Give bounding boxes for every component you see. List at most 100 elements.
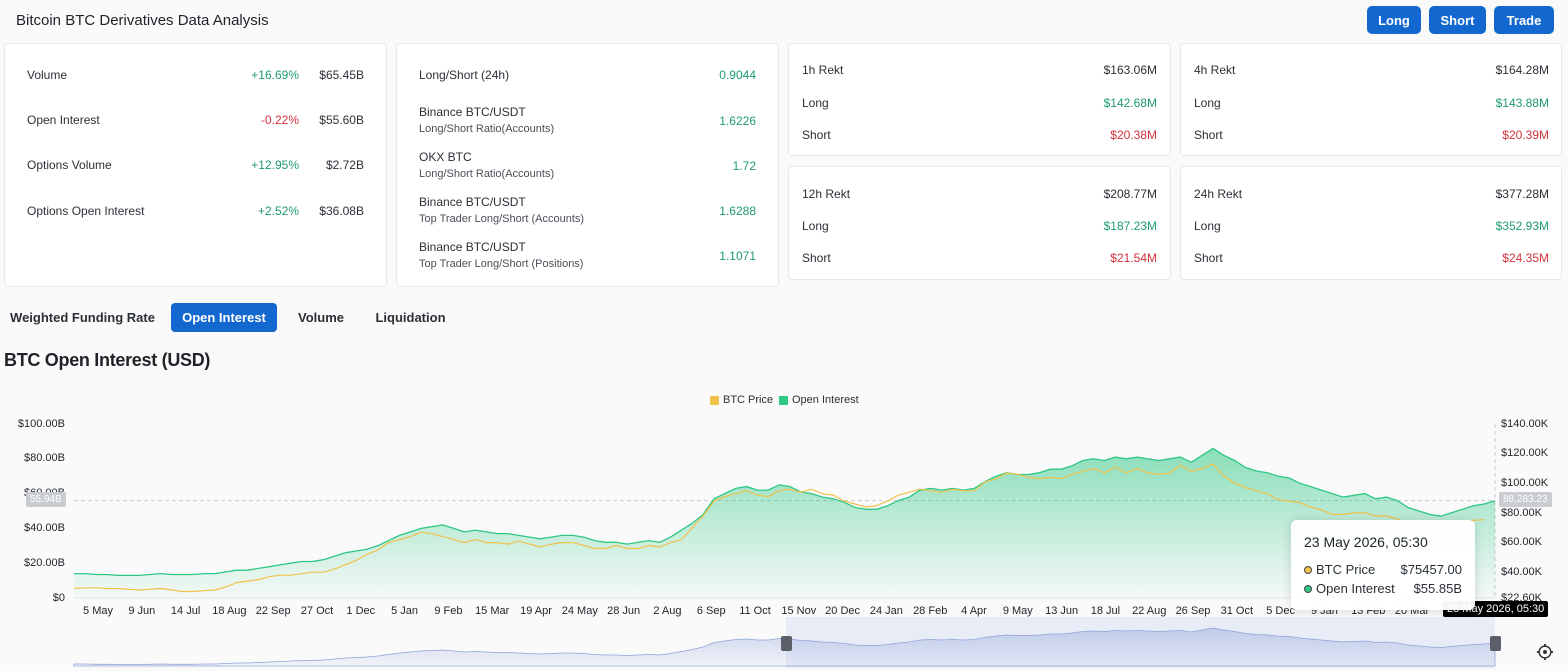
overview-change: +2.52%: [257, 204, 299, 218]
x-tick-label: 31 Oct: [1221, 605, 1253, 617]
rekt-short-value: $20.39M: [1502, 128, 1549, 142]
x-tick-label: 1 Dec: [346, 605, 375, 617]
x-tick-label: 19 Apr: [520, 605, 552, 617]
navigator-handle-left[interactable]: [781, 636, 792, 651]
x-tick-label: 5 Dec: [1266, 605, 1295, 617]
ratio-value: 1.6288: [719, 204, 756, 218]
short-button[interactable]: Short: [1429, 6, 1486, 34]
ratio-sublabel: Top Trader Long/Short (Positions): [419, 258, 584, 270]
x-tick-label: 18 Jul: [1091, 605, 1120, 617]
tooltip-price-row: BTC Price $75457.00: [1304, 562, 1462, 577]
x-tick-label: 9 Feb: [434, 605, 462, 617]
tooltip-price-label: BTC Price: [1316, 562, 1376, 577]
x-tick-label: 5 May: [83, 605, 113, 617]
cursor-left-flag: 55.94B: [26, 492, 66, 507]
tab-weighted-funding-rate[interactable]: Weighted Funding Rate: [10, 310, 155, 325]
x-tick-label: 28 Jun: [607, 605, 640, 617]
tooltip-oi-value: $55.85B: [1413, 581, 1462, 596]
legend-swatch: [779, 395, 788, 405]
x-tick-label: 22 Sep: [256, 605, 291, 617]
y-tick: $40.00K: [1501, 566, 1542, 578]
ratio-label: Long/Short (24h): [419, 68, 510, 82]
overview-card: Volume +16.69% $65.45B Open Interest -0.…: [4, 43, 387, 287]
rekt-card-1h: 1h Rekt $163.06M Long $142.68M Short $20…: [788, 43, 1171, 156]
tab-open-interest[interactable]: Open Interest: [171, 303, 277, 332]
rekt-long-value: $187.23M: [1103, 219, 1157, 233]
chart-title: BTC Open Interest (USD): [4, 350, 211, 370]
legend-label: BTC Price: [723, 394, 774, 406]
overview-label: Volume: [27, 68, 68, 82]
page-title: Bitcoin BTC Derivatives Data Analysis: [16, 12, 269, 29]
oi-dot-icon: [1304, 585, 1312, 593]
x-tick-label: 6 Sep: [697, 605, 726, 617]
overview-value: $36.08B: [319, 204, 364, 218]
x-tick-label: 2 Aug: [653, 605, 681, 617]
x-tick-label: 13 Jun: [1045, 605, 1078, 617]
tooltip-price-value: $75457.00: [1400, 562, 1462, 577]
overview-value: $55.60B: [319, 113, 364, 127]
rekt-title: 1h Rekt: [802, 63, 844, 77]
y-tick: $20.00B: [24, 557, 65, 569]
rekt-title: 24h Rekt: [1194, 187, 1243, 201]
ratio-label: Binance BTC/USDT: [419, 105, 526, 119]
tab-liquidation[interactable]: Liquidation: [375, 310, 446, 325]
trade-button[interactable]: Trade: [1494, 6, 1554, 34]
rekt-title: 12h Rekt: [802, 187, 851, 201]
long-button[interactable]: Long: [1367, 6, 1421, 34]
x-tick-label: 20 Dec: [825, 605, 860, 617]
rekt-long-value: $352.93M: [1495, 219, 1549, 233]
y-tick: $140.00K: [1501, 418, 1549, 430]
x-tick-label: 11 Oct: [739, 605, 771, 617]
overview-change: +16.69%: [251, 68, 299, 82]
x-tick-label: 9 May: [1003, 605, 1033, 617]
rekt-short-value: $20.38M: [1110, 128, 1157, 142]
open-interest-area: [74, 448, 1495, 598]
open-interest-series-line: [74, 447, 1496, 577]
chart-settings-icon[interactable]: [1536, 643, 1554, 661]
tooltip-date: 23 May 2026, 05:30: [1304, 534, 1428, 550]
x-tick-label: 22 Aug: [1132, 605, 1166, 617]
x-tick-label: 24 Jan: [870, 605, 903, 617]
rekt-short-value: $21.54M: [1110, 251, 1157, 265]
x-tick-label: 9 Jun: [128, 605, 155, 617]
overview-label: Options Open Interest: [27, 204, 145, 218]
rekt-short-label: Short: [802, 251, 831, 265]
cursor-right-flag: 88,283.23: [1499, 492, 1552, 507]
x-tick-label: 15 Mar: [475, 605, 510, 617]
overview-change: +12.95%: [251, 158, 299, 172]
rekt-card-24h: 24h Rekt $377.28M Long $352.93M Short $2…: [1180, 166, 1562, 280]
overview-label: Options Volume: [27, 158, 112, 172]
ratio-value: 1.72: [732, 159, 756, 173]
overview-label: Open Interest: [27, 113, 100, 127]
rekt-card-4h: 4h Rekt $164.28M Long $143.88M Short $20…: [1180, 43, 1562, 156]
legend-item-btc-price[interactable]: BTC Price: [710, 394, 773, 406]
rekt-long-value: $142.68M: [1103, 96, 1157, 110]
x-tick-label: 14 Jul: [171, 605, 200, 617]
y-tick: $80.00B: [24, 452, 65, 464]
ratio-label: Binance BTC/USDT: [419, 240, 526, 254]
y-tick: $0: [52, 592, 65, 604]
x-tick-label: 5 Jan: [391, 605, 418, 617]
y-tick: $100.00B: [17, 418, 65, 430]
price-dot-icon: [1304, 566, 1312, 574]
rekt-long-label: Long: [1194, 219, 1221, 233]
x-tick-label: 26 Sep: [1176, 605, 1211, 617]
ratio-value: 0.9044: [719, 68, 756, 82]
ratio-sublabel: Top Trader Long/Short (Accounts): [419, 213, 585, 225]
x-tick-label: 4 Apr: [961, 605, 987, 617]
rekt-long-value: $143.88M: [1495, 96, 1549, 110]
navigator-handle-right[interactable]: [1490, 636, 1501, 651]
rekt-short-value: $24.35M: [1502, 251, 1549, 265]
rekt-long-label: Long: [802, 219, 829, 233]
ratio-sublabel: Long/Short Ratio(Accounts): [419, 168, 555, 180]
y-tick: $60.00K: [1501, 536, 1542, 548]
tab-volume[interactable]: Volume: [298, 310, 344, 325]
legend-item-open-interest[interactable]: Open Interest: [779, 394, 859, 406]
chart-tooltip: 23 May 2026, 05:30 BTC Price $75457.00 O…: [1291, 520, 1475, 610]
rekt-short-label: Short: [1194, 128, 1223, 142]
rekt-title: 4h Rekt: [1194, 63, 1236, 77]
ratio-label: OKX BTC: [419, 150, 472, 164]
ratio-label: Binance BTC/USDT: [419, 195, 526, 209]
y-tick: $40.00B: [24, 522, 65, 534]
